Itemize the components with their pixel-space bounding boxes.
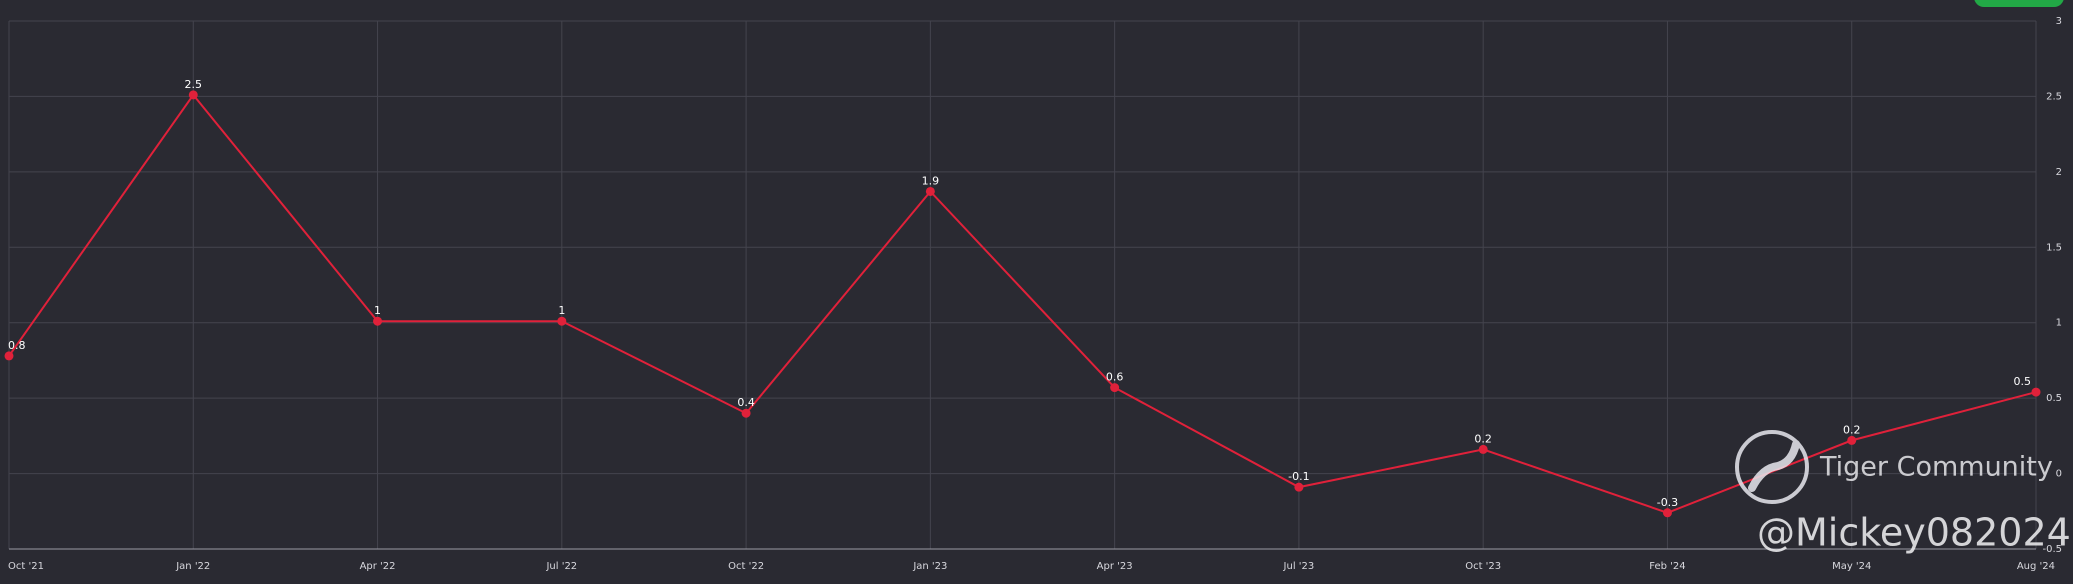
- x-tick-label: Apr '23: [1097, 561, 1133, 572]
- value-label: 1: [558, 304, 565, 317]
- point: [1847, 435, 1857, 445]
- x-tick-label: Jul '23: [1283, 561, 1315, 572]
- x-tick-label: Oct '23: [1465, 561, 1501, 572]
- x-tick-label: Jul '22: [545, 561, 577, 572]
- value-label: 1.9: [922, 174, 940, 187]
- y-tick-label: 1: [2056, 318, 2062, 329]
- point: [188, 90, 198, 100]
- value-label: 0.4: [737, 396, 755, 409]
- point: [557, 316, 567, 326]
- x-tick-label: Jan '22: [175, 561, 210, 572]
- value-label: 0.2: [1843, 423, 1861, 436]
- watermark: Tiger Community @Mickey082024: [1735, 430, 2071, 555]
- value-label: 0.5: [2014, 375, 2032, 388]
- y-tick-label: 2: [2056, 167, 2062, 178]
- x-tick-label: Feb '24: [1649, 561, 1685, 572]
- value-label: -0.1: [1288, 470, 1309, 483]
- x-tick-label: Apr '22: [360, 561, 396, 572]
- point: [2031, 387, 2041, 397]
- watermark-logo-mark: [1748, 440, 1800, 492]
- watermark-logo: [1735, 430, 1809, 504]
- value-label: 2.5: [185, 78, 203, 91]
- watermark-brand: Tiger Community: [1819, 452, 2053, 483]
- point: [1662, 508, 1672, 518]
- value-label: 0.2: [1474, 432, 1492, 445]
- point: [1110, 383, 1120, 393]
- value-label: 0.8: [8, 339, 26, 352]
- line: [8, 93, 2037, 514]
- y-tick-label: 0: [2056, 469, 2062, 480]
- y-tick-label: 0.5: [2046, 393, 2062, 404]
- x-tick-label: Jan '23: [912, 561, 947, 572]
- value-label: -0.3: [1657, 496, 1678, 509]
- y-tick-label: -0.5: [2042, 544, 2062, 555]
- x-tick-label: Aug '24: [2017, 561, 2055, 572]
- x-tick-label: Oct '21: [8, 561, 44, 572]
- point: [4, 351, 14, 361]
- x-tick-label: Oct '22: [728, 561, 764, 572]
- y-tick-label: 1.5: [2046, 242, 2062, 253]
- point: [741, 408, 751, 418]
- status-button[interactable]: [1974, 0, 2064, 7]
- value-label: 0.6: [1106, 371, 1124, 384]
- point: [1478, 444, 1488, 454]
- x-tick-label: May '24: [1832, 561, 1871, 572]
- y-tick-label: 3: [2056, 16, 2062, 27]
- value-label: 1: [374, 304, 381, 317]
- point: [925, 186, 935, 196]
- point: [373, 316, 383, 326]
- watermark-user: @Mickey082024: [1757, 511, 2071, 555]
- y-tick-label: 2.5: [2046, 91, 2062, 102]
- point: [1294, 482, 1304, 492]
